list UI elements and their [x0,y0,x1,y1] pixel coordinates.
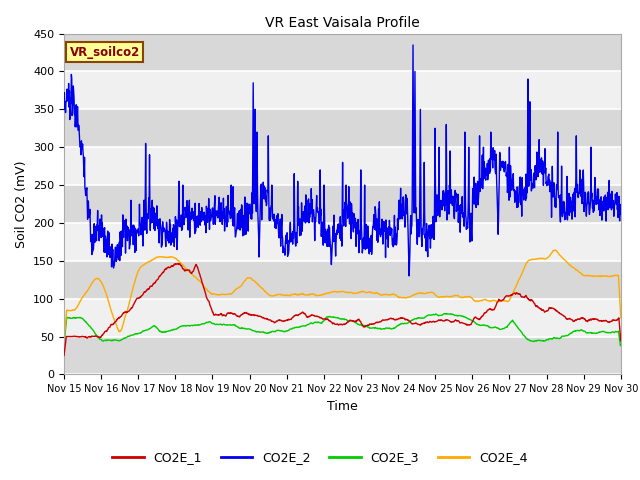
CO2E_1 [617,338,625,344]
Line: CO2E_4: CO2E_4 [64,250,621,342]
CO2E_4 [246,276,254,281]
CO2E_2 [60,97,68,103]
CO2E_4 [502,298,509,304]
CO2E_3 [170,327,178,333]
CO2E_1 [60,353,68,359]
CO2E_2 [552,196,559,202]
CO2E_3 [184,323,191,328]
Bar [64,299,621,336]
CO2E_2 [246,204,254,210]
Text: VR_soilco2: VR_soilco2 [70,46,140,59]
CO2E_1 [174,261,182,266]
CO2E_3 [429,312,436,317]
CO2E_4 [429,289,436,295]
CO2E_2 [170,244,178,250]
CO2E_2 [405,273,413,279]
Bar [64,109,621,147]
CO2E_1 [246,312,254,318]
Title: VR East Vaisala Profile: VR East Vaisala Profile [265,16,420,30]
Line: CO2E_1: CO2E_1 [64,264,621,356]
CO2E_4 [170,255,178,261]
CO2E_3 [551,335,559,341]
CO2E_2 [502,173,510,179]
Bar [64,261,621,299]
CO2E_3 [60,343,68,348]
Legend: CO2E_1, CO2E_2, CO2E_3, CO2E_4: CO2E_1, CO2E_2, CO2E_3, CO2E_4 [108,446,532,469]
CO2E_4 [551,247,559,253]
CO2E_1 [170,261,178,267]
CO2E_2 [184,206,191,212]
Bar [64,185,621,223]
Bar [64,72,621,109]
Bar [64,223,621,261]
CO2E_1 [502,294,509,300]
CO2E_3 [502,324,509,330]
X-axis label: Time: Time [327,400,358,413]
Y-axis label: Soil CO2 (mV): Soil CO2 (mV) [15,160,28,248]
CO2E_1 [184,267,192,273]
CO2E_2 [617,212,625,217]
Bar [64,147,621,185]
CO2E_1 [429,319,437,324]
Line: CO2E_3: CO2E_3 [64,313,621,346]
CO2E_4 [617,315,625,321]
CO2E_2 [409,42,417,48]
CO2E_4 [552,247,559,253]
Bar [64,336,621,374]
CO2E_4 [184,267,191,273]
Bar [64,34,621,72]
Line: CO2E_2: CO2E_2 [64,45,621,276]
CO2E_4 [60,339,68,345]
CO2E_1 [551,307,559,312]
CO2E_2 [429,236,437,242]
CO2E_3 [442,311,449,316]
CO2E_3 [617,343,625,348]
CO2E_3 [246,326,254,332]
